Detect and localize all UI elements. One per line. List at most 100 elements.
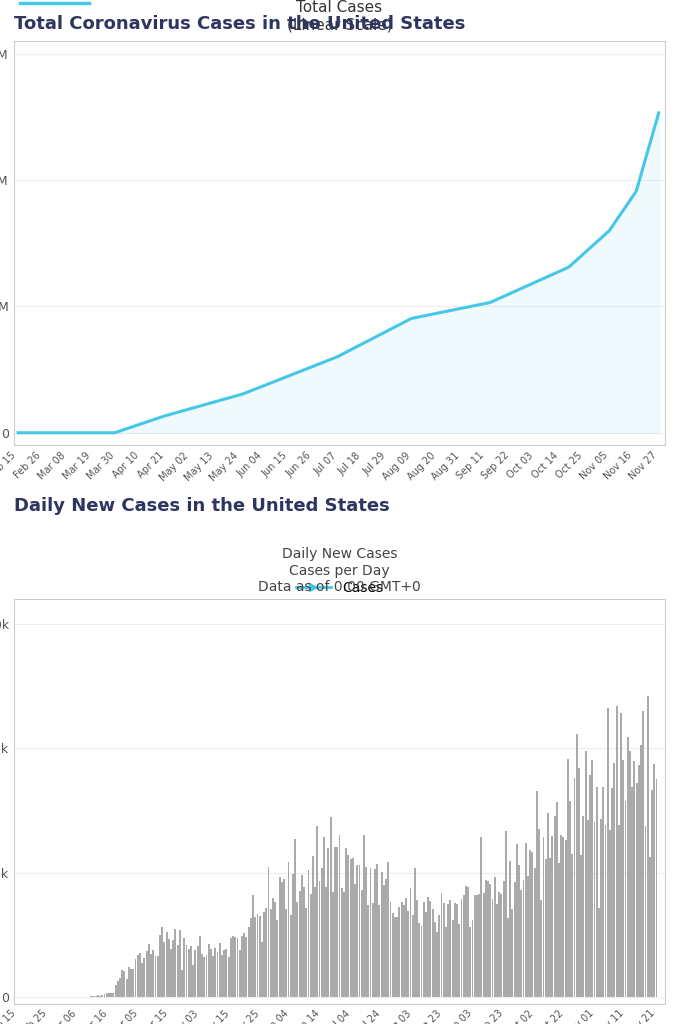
Bar [472,920,473,997]
Bar [192,966,194,997]
Bar [239,949,240,997]
Bar [405,898,407,997]
Bar [411,914,414,997]
Bar [348,855,349,997]
Bar [323,837,325,997]
Bar [611,787,613,997]
Bar [215,948,217,997]
Bar [460,899,462,997]
Bar [97,995,98,997]
Bar [334,847,336,997]
Bar [199,936,201,997]
Bar [589,775,591,997]
Bar [245,937,247,997]
Bar [208,943,210,997]
Bar [130,969,132,997]
Bar [332,892,334,997]
Bar [164,942,165,997]
Bar [303,887,305,997]
Bar [390,902,391,997]
Bar [185,945,187,997]
Bar [494,877,496,997]
Bar [467,887,469,997]
Bar [558,863,560,997]
Bar [425,912,427,997]
Bar [553,816,555,997]
Bar [297,902,298,997]
Bar [481,838,482,997]
Bar [600,819,602,997]
Bar [625,801,627,997]
Bar [219,943,221,997]
Bar [201,954,203,997]
Bar [99,995,101,997]
Bar [126,979,128,997]
Bar [359,865,361,997]
Bar [110,993,112,997]
Bar [656,778,657,997]
Bar [445,927,447,997]
Bar [483,893,485,997]
Bar [281,882,282,997]
Bar [487,881,489,997]
Bar [221,955,223,997]
Bar [452,921,454,997]
Bar [560,835,562,997]
Bar [534,868,536,997]
Bar [301,876,303,997]
Bar [525,843,527,997]
Bar [139,953,141,997]
Bar [514,882,515,997]
Bar [316,826,318,997]
Bar [449,900,452,997]
Bar [416,900,418,997]
Bar [190,946,192,997]
Bar [549,858,551,997]
Bar [631,787,633,997]
Bar [591,760,593,997]
Bar [183,938,185,997]
Bar [454,903,456,997]
Bar [618,824,620,997]
Bar [241,936,243,997]
Bar [327,848,329,997]
Bar [614,763,615,997]
Bar [318,881,320,997]
Bar [623,760,624,997]
Bar [385,880,387,997]
Bar [285,908,287,997]
Bar [651,791,653,997]
Bar [101,995,103,997]
Bar [520,890,522,997]
Bar [640,744,642,997]
Bar [502,881,504,997]
Bar [146,951,147,997]
Bar [372,903,373,997]
Bar [336,847,338,997]
Bar [646,695,648,997]
Bar [423,901,424,997]
Bar [567,759,569,997]
Title: Total Cases
(Linear Scale): Total Cases (Linear Scale) [287,0,392,33]
Bar [387,862,389,997]
Bar [409,888,411,997]
Bar [255,916,256,997]
Bar [543,837,545,997]
Bar [308,870,310,997]
Bar [474,895,476,997]
Bar [538,829,540,997]
Bar [465,887,467,997]
Bar [518,865,520,997]
Bar [148,944,150,997]
Bar [492,899,494,997]
Bar [352,858,354,997]
Bar [527,876,529,997]
Bar [376,864,378,997]
Bar [294,839,296,997]
Bar [490,884,491,997]
Bar [447,903,449,997]
Bar [172,940,174,997]
Bar [230,938,232,997]
Bar [403,905,405,997]
Bar [392,913,394,997]
